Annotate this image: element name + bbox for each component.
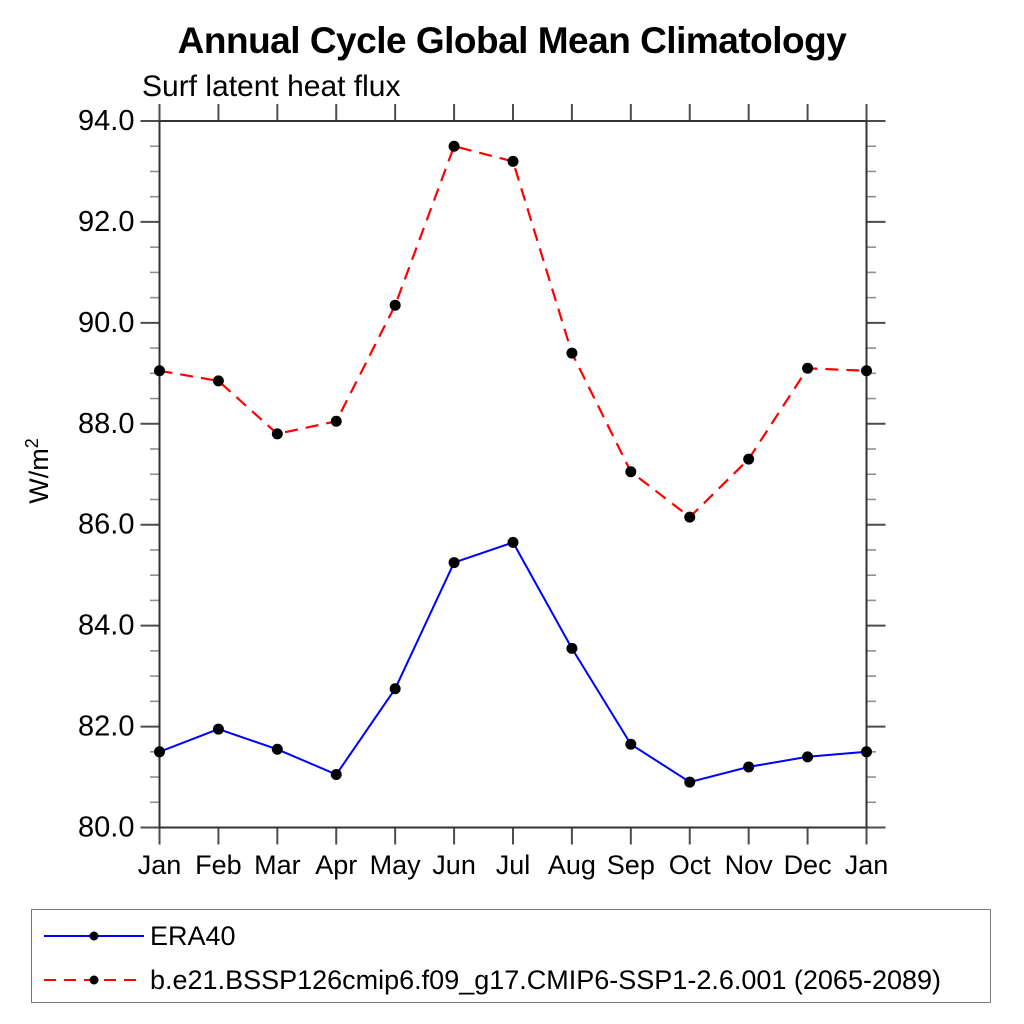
- data-point-marker-s0: [389, 683, 401, 695]
- data-point-marker-s1: [566, 347, 578, 359]
- data-point-marker-s0: [154, 746, 165, 758]
- data-point-marker-s0: [566, 642, 578, 654]
- chart-title: Annual Cycle Global Mean Climatology: [177, 20, 847, 61]
- x-tick-label: Sep: [607, 850, 655, 880]
- data-point-marker-s0: [743, 761, 755, 773]
- data-point-marker-s0: [802, 751, 814, 763]
- x-tick-label: Dec: [784, 850, 832, 880]
- x-tick-label: Apr: [315, 850, 357, 880]
- data-point-marker-s0: [212, 723, 224, 735]
- legend-marker-icon: [89, 975, 99, 985]
- y-tick-label: 86.0: [78, 509, 134, 541]
- data-point-marker-s1: [448, 140, 460, 152]
- data-point-marker-s1: [861, 365, 872, 377]
- series-line-1: [159, 144, 867, 519]
- x-tick-label: Jun: [432, 850, 476, 880]
- y-tick-label: 88.0: [78, 408, 134, 440]
- data-point-marker-s0: [271, 743, 283, 755]
- data-point-marker-s1: [271, 428, 283, 440]
- legend-entry-era40: ERA40: [38, 920, 236, 952]
- x-tick-label: Nov: [725, 850, 774, 880]
- data-point-marker-s1: [389, 299, 401, 311]
- x-tick-label: Oct: [669, 850, 712, 880]
- legend-swatch-ssp126-line: [44, 975, 144, 985]
- legend-swatch-era40-line: [44, 931, 144, 941]
- series-line-0: [159, 541, 867, 784]
- chart-subtitle: Surf latent heat flux: [142, 70, 401, 103]
- x-tick-label: Jan: [138, 850, 182, 880]
- data-point-marker-s0: [448, 557, 460, 569]
- y-tick-label: 82.0: [78, 711, 134, 743]
- legend-entry-ssp126: b.e21.BSSP126cmip6.f09_g17.CMIP6-SSP1-2.…: [38, 964, 941, 996]
- x-tick-label: Jul: [496, 850, 531, 880]
- data-point-marker-s0: [861, 746, 872, 758]
- data-point-marker-s1: [625, 466, 637, 478]
- data-point-marker-s1: [507, 155, 519, 167]
- data-point-marker-s1: [330, 415, 342, 427]
- y-tick-label: 84.0: [78, 610, 134, 642]
- x-tick-label: Feb: [195, 850, 242, 880]
- y-tick-label: 80.0: [78, 812, 134, 844]
- x-tick-label: Jan: [845, 850, 889, 880]
- legend-marker-icon: [89, 931, 99, 941]
- data-point-marker-s1: [743, 453, 755, 465]
- y-axis-unit-exponent: 2: [22, 438, 42, 449]
- data-point-marker-s1: [154, 365, 165, 377]
- y-tick-label: 92.0: [78, 206, 134, 238]
- plot-frame: [158, 120, 868, 829]
- data-point-marker-s1: [212, 375, 224, 387]
- data-point-marker-s1: [802, 362, 814, 374]
- x-tick-label: Mar: [254, 850, 301, 880]
- y-axis-unit: W/m: [24, 448, 54, 504]
- y-axis-label: W/m2: [22, 409, 54, 533]
- legend-box: ERA40 b.e21.BSSP126cmip6.f09_g17.CMIP6-S…: [31, 909, 991, 1003]
- y-tick-label: 90.0: [78, 307, 134, 339]
- legend-label-era40: ERA40: [150, 920, 236, 951]
- data-point-marker-s0: [684, 776, 696, 788]
- legend-label-ssp126: b.e21.BSSP126cmip6.f09_g17.CMIP6-SSP1-2.…: [150, 964, 942, 995]
- data-point-marker-s0: [330, 769, 342, 781]
- x-tick-label: May: [370, 850, 422, 880]
- y-tick-label: 94.0: [78, 105, 134, 137]
- data-point-marker-s0: [625, 738, 637, 750]
- x-tick-label: Aug: [548, 850, 596, 880]
- data-point-marker-s0: [507, 536, 519, 548]
- data-point-marker-s1: [684, 511, 696, 523]
